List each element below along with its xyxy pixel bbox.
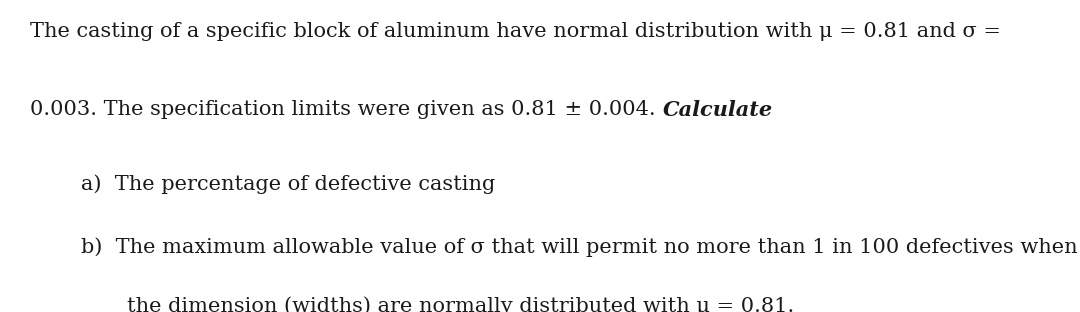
Text: b)  The maximum allowable value of σ that will permit no more than 1 in 100 defe: b) The maximum allowable value of σ that… bbox=[81, 237, 1078, 257]
Text: Calculate: Calculate bbox=[662, 100, 772, 120]
Text: 0.003. The specification limits were given as 0.81 ± 0.004.: 0.003. The specification limits were giv… bbox=[30, 100, 662, 119]
Text: The casting of a specific block of aluminum have normal distribution with μ = 0.: The casting of a specific block of alumi… bbox=[30, 22, 1001, 41]
Text: the dimension (widths) are normally distributed with μ = 0.81.: the dimension (widths) are normally dist… bbox=[127, 296, 795, 312]
Text: a)  The percentage of defective casting: a) The percentage of defective casting bbox=[81, 175, 496, 194]
